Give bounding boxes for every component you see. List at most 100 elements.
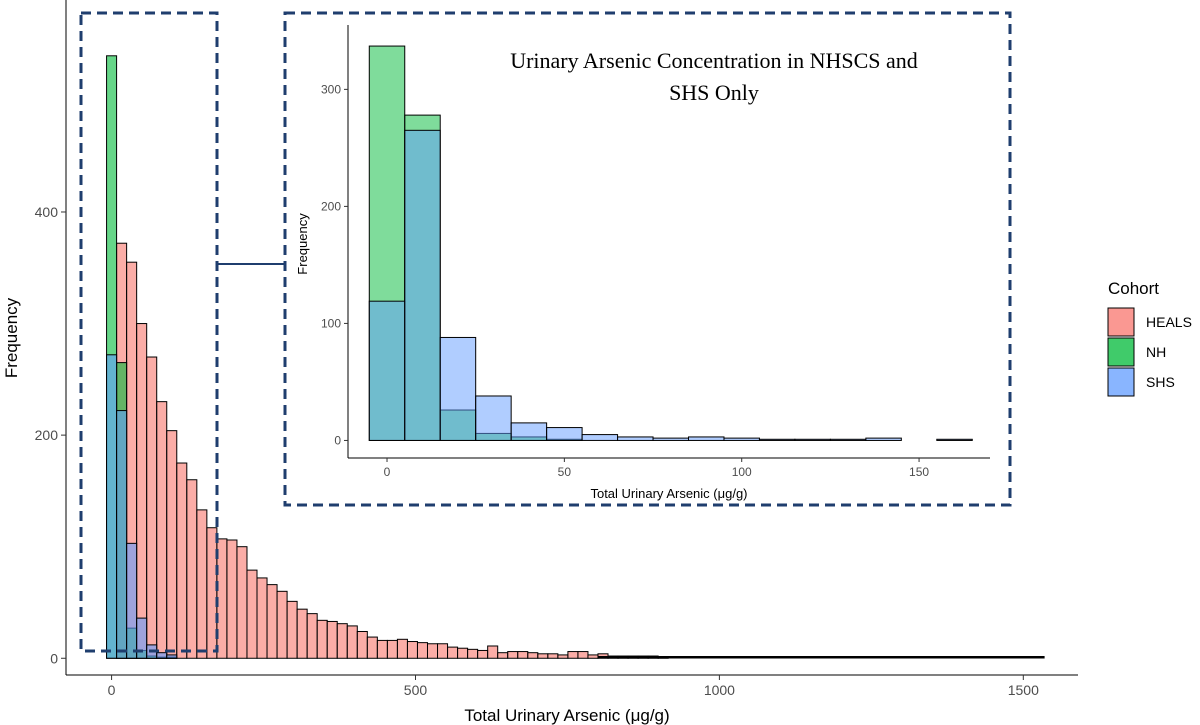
bar-heals <box>226 539 238 659</box>
bar-heals <box>416 642 428 659</box>
inset-axes: 0 50 100 150 0 100 200 300 <box>321 25 990 479</box>
bar-heals <box>146 356 158 659</box>
bar-heals <box>196 509 208 659</box>
legend-key-heals <box>1107 307 1135 337</box>
inset-x-tick-label: 150 <box>909 465 929 479</box>
x-tick-label: 500 <box>404 682 428 698</box>
inset-y-axis-title: Frequency <box>295 213 310 275</box>
bar-heals <box>346 625 358 659</box>
inset-bar-shs <box>475 395 512 441</box>
zoom-region-box <box>79 11 285 653</box>
legend: Cohort HEALS NH SHS <box>1107 279 1192 397</box>
bar-heals <box>587 654 599 659</box>
bar-heals <box>376 639 388 659</box>
inset-plot-area <box>368 45 973 441</box>
bar-heals <box>406 641 418 659</box>
inset-y-tick-label: 300 <box>321 82 341 96</box>
bar-heals <box>457 647 469 659</box>
inset-x-tick-label: 0 <box>384 465 391 479</box>
bar-heals <box>306 613 318 659</box>
y-tick-label: 200 <box>35 427 59 443</box>
y-tick-label: 400 <box>35 204 59 220</box>
bar-heals <box>266 584 278 659</box>
inset-title-line-1: Urinary Arsenic Concentration in NHSCS a… <box>510 48 918 73</box>
bar-shs <box>106 354 118 659</box>
inset-bar-shs <box>404 129 441 441</box>
bar-heals <box>426 643 439 659</box>
bar-heals <box>236 546 248 659</box>
bar-heals <box>166 430 178 659</box>
inset-bar-shs <box>936 438 973 441</box>
bar-heals <box>447 646 459 659</box>
inset-bar-shs <box>439 336 477 441</box>
bar-shs <box>116 410 128 659</box>
bar-shs <box>126 542 138 659</box>
main-plot-area <box>106 55 1045 659</box>
bar-heals <box>497 652 509 659</box>
inset-bar-shs <box>581 434 619 441</box>
bar-shs <box>166 654 178 659</box>
bar-heals <box>537 653 549 659</box>
inset-bar-shs <box>723 437 760 441</box>
inset-y-tick-label: 100 <box>321 316 341 330</box>
bar-heals <box>507 651 519 659</box>
bar-heals <box>296 608 308 659</box>
inset-chart: 0 50 100 150 0 100 200 300 Urinary Arsenic Conc… <box>283 11 1012 507</box>
inset-x-tick-label: 50 <box>558 465 572 479</box>
x-tick-label: 0 <box>108 682 116 698</box>
bar-heals <box>437 643 449 659</box>
inset-bar-shs <box>510 422 548 441</box>
bar-heals <box>256 577 268 659</box>
bar-heals <box>396 638 408 659</box>
bar-heals <box>527 652 539 659</box>
bar-heals <box>186 479 198 659</box>
inset-bar-shs <box>758 438 796 441</box>
legend-title: Cohort <box>1108 279 1159 298</box>
bar-heals <box>366 636 378 659</box>
bar-heals <box>487 645 499 659</box>
inset-bar-shs <box>865 437 902 441</box>
inset-bar-shs <box>652 437 690 441</box>
bar-heals <box>286 600 298 659</box>
inset-bar-shs <box>829 438 867 441</box>
bar-heals <box>176 462 188 659</box>
legend-label-nh: NH <box>1146 344 1166 360</box>
legend-label-heals: HEALS <box>1146 314 1192 330</box>
inset-bar-shs <box>794 438 831 441</box>
bar-shs <box>136 617 148 659</box>
bar-heals <box>336 623 348 659</box>
inset-bar-shs <box>617 436 654 441</box>
legend-label-shs: SHS <box>1146 374 1175 390</box>
inset-bar-shs <box>546 427 583 441</box>
inset-x-axis-title: Total Urinary Arsenic (μg/g) <box>590 486 747 501</box>
inset-y-tick-label: 200 <box>321 199 341 213</box>
zoom-box-outline <box>79 11 219 653</box>
x-axis-title: Total Urinary Arsenic (μg/g) <box>464 706 669 725</box>
bar-shs <box>156 652 168 659</box>
y-tick-label: 0 <box>50 650 58 666</box>
bar-heals <box>567 651 579 659</box>
bar-heals <box>206 527 218 659</box>
y-axis-title: Frequency <box>2 297 21 378</box>
bar-heals <box>316 619 328 659</box>
bar-heals <box>246 569 258 659</box>
bar-heals <box>477 649 489 659</box>
bar-heals <box>326 620 338 659</box>
bar-heals <box>577 651 589 659</box>
bar-heals <box>156 401 168 659</box>
bar-heals <box>517 651 529 659</box>
inset-bar-shs <box>368 300 406 441</box>
inset-x-tick-label: 100 <box>732 465 752 479</box>
bar-heals <box>356 630 368 659</box>
legend-key-shs <box>1107 367 1135 397</box>
bar-heals <box>467 648 479 659</box>
x-tick-label: 1500 <box>1008 682 1039 698</box>
bar-heals <box>547 653 559 659</box>
bar-heals <box>276 590 288 659</box>
bar-heals <box>557 654 569 659</box>
bar-heals <box>386 639 398 659</box>
inset-title-line-2: SHS Only <box>669 80 759 105</box>
bar-heals <box>136 323 148 659</box>
